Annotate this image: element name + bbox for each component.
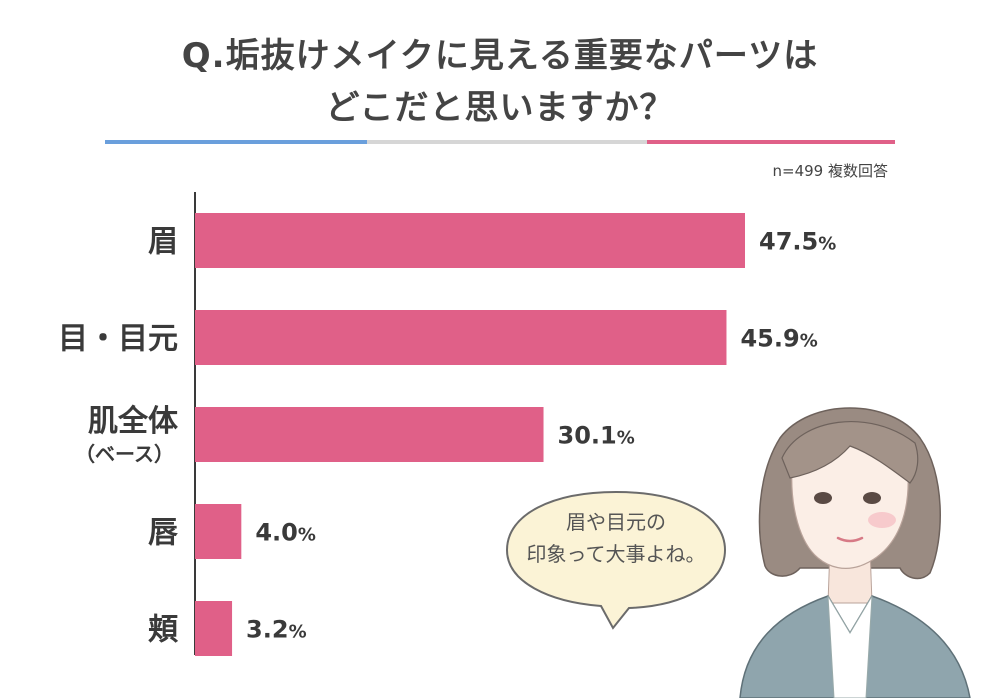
category-label-1: 目・目元 bbox=[58, 322, 178, 357]
value-label-3: 4.0% bbox=[255, 519, 316, 547]
cheek-blush bbox=[868, 512, 896, 528]
title-line-1: Q.垢抜けメイクに見える重要なパーツは bbox=[181, 36, 819, 76]
speech-bubble-text: 眉や目元の 印象って大事よね。 bbox=[503, 506, 729, 570]
speech-line-2: 印象って大事よね。 bbox=[526, 542, 706, 566]
underline-pink bbox=[647, 140, 895, 144]
value-label-2: 30.1% bbox=[558, 422, 635, 450]
value-label-1: 45.9% bbox=[740, 325, 817, 353]
hair-bangs bbox=[781, 421, 919, 484]
bar-2 bbox=[195, 407, 544, 462]
left-eye bbox=[814, 492, 832, 504]
value-label-0: 47.5% bbox=[759, 228, 836, 256]
bar-1 bbox=[195, 310, 727, 365]
speech-bubble bbox=[505, 490, 727, 630]
speech-bubble-shape bbox=[505, 490, 727, 630]
category-label-4: 頬 bbox=[148, 613, 179, 648]
speech-line-1: 眉や目元の bbox=[566, 510, 666, 534]
underline-blue bbox=[105, 140, 367, 144]
value-label-4: 3.2% bbox=[246, 616, 307, 644]
title-line-2: どこだと思いますか？ bbox=[325, 88, 675, 128]
chart-title: Q.垢抜けメイクに見える重要なパーツは どこだと思いますか？ bbox=[0, 30, 1000, 134]
mouth bbox=[836, 536, 864, 543]
woman-illustration bbox=[739, 407, 971, 698]
underline-gray bbox=[367, 140, 647, 144]
sample-note: n=499 複数回答 bbox=[772, 162, 888, 180]
bar-4 bbox=[195, 601, 233, 656]
bar-3 bbox=[195, 504, 242, 559]
bars-group: 47.5% 眉 45.9% 目・目元 30.1% 肌全体（ベース） 4.0% 唇 3.2% 頬 bbox=[58, 213, 836, 656]
title-underline bbox=[105, 140, 895, 144]
shirt bbox=[827, 595, 873, 698]
right-eye bbox=[863, 492, 881, 504]
category-label-0: 眉 bbox=[148, 225, 178, 260]
bar-0 bbox=[195, 213, 745, 268]
category-label-2: 肌全体（ベース） bbox=[75, 404, 179, 466]
category-label-3: 唇 bbox=[148, 516, 178, 551]
